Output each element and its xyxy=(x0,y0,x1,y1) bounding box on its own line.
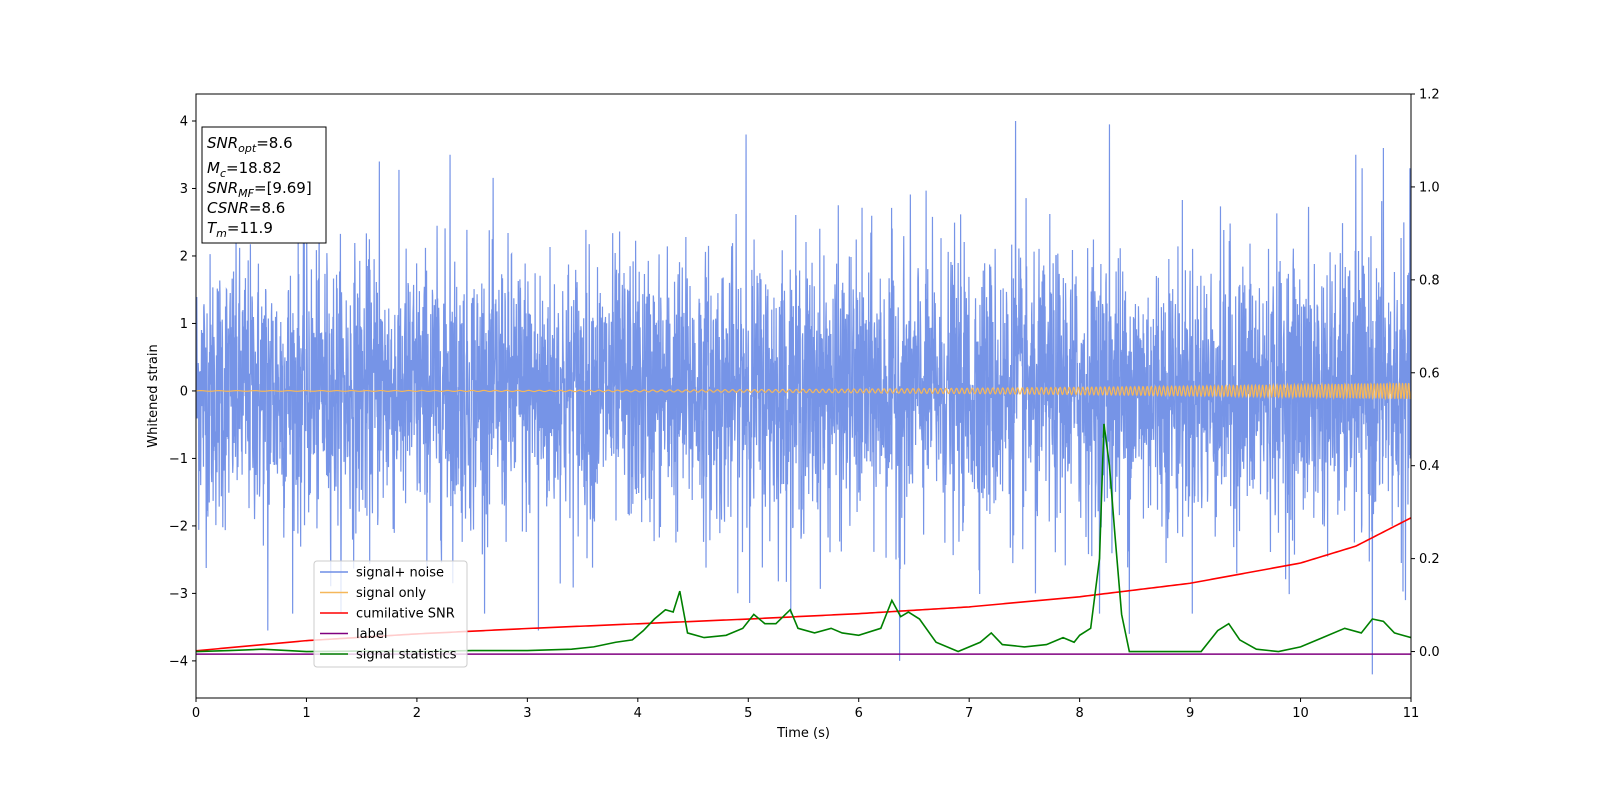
x-tick-label: 6 xyxy=(855,706,863,721)
y-tick-label: 2 xyxy=(180,249,188,264)
info-box-line: Mc=18.82 xyxy=(207,159,282,180)
x-tick-label: 4 xyxy=(634,706,642,721)
y2-tick-label: 1.0 xyxy=(1419,180,1440,195)
series-signal-noise-line xyxy=(196,120,1411,675)
info-box-line-part: T xyxy=(207,219,218,237)
y-tick-label: 4 xyxy=(180,114,188,129)
info-box-line-part: CSNR xyxy=(207,199,249,217)
info-box: SNRopt=8.6Mc=18.82SNRMF=[9.69]CSNR=8.6Tm… xyxy=(201,126,327,244)
y-tick-label: 0 xyxy=(180,384,188,399)
y2-tick-label: 0.0 xyxy=(1419,645,1440,660)
info-box-line-part: =[9.69] xyxy=(254,179,312,197)
x-tick-label: 3 xyxy=(523,706,531,721)
x-tick-label: 0 xyxy=(192,706,200,721)
legend-frame xyxy=(313,560,468,668)
x-tick-label: 9 xyxy=(1186,706,1194,721)
legend-label: signal+ noise xyxy=(356,566,444,581)
y2-tick-label: 0.8 xyxy=(1419,273,1440,288)
x-tick-label: 10 xyxy=(1292,706,1309,721)
info-box-line-part: =11.9 xyxy=(227,219,273,237)
y-axis-label: Whitened strain xyxy=(146,344,161,447)
info-box-line-part: opt xyxy=(238,142,257,155)
x-tick-label: 5 xyxy=(744,706,752,721)
y-tick-label: −2 xyxy=(169,519,188,534)
y-axis-right: 0.0 0.2 0.4 0.6 0.8 1.0 1.2 xyxy=(1411,88,1440,660)
y-axis-left: −4 −3 −2 −1 0 1 2 3 4 xyxy=(169,114,196,669)
info-box-line-part: =8.6 xyxy=(249,199,285,217)
series-signal-statistics-line xyxy=(196,423,1411,653)
y-tick-label: −1 xyxy=(169,452,188,467)
info-box-line-part: MF xyxy=(238,187,254,200)
x-tick-label: 11 xyxy=(1403,706,1420,721)
info-box-line: Tm=11.9 xyxy=(207,219,273,240)
info-box-line-part: c xyxy=(220,167,226,180)
y2-tick-label: 0.2 xyxy=(1419,552,1440,567)
info-box-line: SNRMF=[9.69] xyxy=(207,179,312,200)
y2-tick-label: 1.2 xyxy=(1419,88,1440,103)
legend-label: signal only xyxy=(356,586,426,601)
x-tick-label: 2 xyxy=(413,706,421,721)
info-box-line: CSNR=8.6 xyxy=(207,199,285,217)
info-box-line-part: =18.82 xyxy=(226,159,282,177)
legend-label: signal statistics xyxy=(356,648,457,663)
x-tick-label: 1 xyxy=(302,706,310,721)
legend-label: label xyxy=(356,627,387,642)
x-tick-label: 8 xyxy=(1075,706,1083,721)
y2-tick-label: 0.6 xyxy=(1419,366,1440,381)
series-signal-only-line xyxy=(196,381,1411,401)
x-tick-label: 7 xyxy=(965,706,973,721)
axes-frame xyxy=(195,93,1412,699)
info-box-line-part: SNR xyxy=(207,134,238,152)
x-axis: 0 1 2 3 4 5 6 7 8 9 10 11 xyxy=(192,698,1419,721)
info-box-line-part: m xyxy=(216,227,227,240)
info-box-line-part: M xyxy=(207,159,220,177)
y-tick-label: 1 xyxy=(180,317,188,332)
info-box-line: SNRopt=8.6 xyxy=(207,134,293,155)
info-box-frame xyxy=(201,126,327,244)
legend: signal+ noise signal only cumilative SNR la… xyxy=(313,560,468,668)
info-box-line-part: SNR xyxy=(207,179,238,197)
info-box-line-part: =8.6 xyxy=(256,134,292,152)
y-tick-label: −4 xyxy=(169,654,188,669)
x-axis-label: Time (s) xyxy=(776,726,830,741)
y2-tick-label: 0.4 xyxy=(1419,459,1440,474)
y-tick-label: −3 xyxy=(169,587,188,602)
legend-label: cumilative SNR xyxy=(356,607,455,622)
y-tick-label: 3 xyxy=(180,182,188,197)
